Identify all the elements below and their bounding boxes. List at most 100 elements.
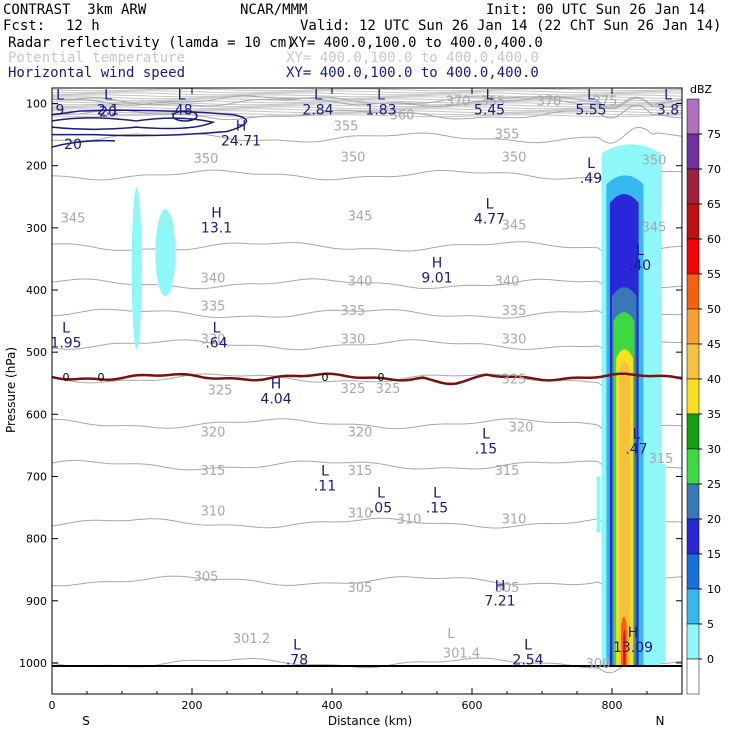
theta-contour-upper (52, 106, 682, 110)
colorbar-swatch (686, 133, 700, 170)
theta-label: 345 (502, 219, 527, 234)
wind-high-marker: H (432, 255, 443, 271)
y-tick-label: 500 (26, 346, 47, 359)
colorbar-label: 70 (707, 163, 721, 176)
colorbar-swatch (686, 553, 700, 590)
theta-label: 310 (201, 505, 226, 520)
y-tick-label: 100 (26, 98, 47, 111)
theta-label: 330 (201, 332, 226, 347)
colorbar-label: 15 (707, 548, 721, 561)
theta-contour-upper (52, 100, 682, 104)
colorbar-swatch (686, 168, 700, 205)
theta-label: 355 (495, 127, 520, 142)
theta-label: 310 (397, 513, 422, 528)
wind-contour-20 (52, 109, 247, 137)
theta-contour-line (52, 333, 682, 351)
theta-label: 345 (348, 209, 373, 224)
colorbar-label: 40 (707, 373, 721, 386)
wind-low-marker: L (482, 426, 490, 442)
theta-label: 330 (341, 332, 366, 347)
colorbar-label: 60 (707, 233, 721, 246)
field-xy-reflectivity: XY= 400.0,100.0 to 400.0,400.0 (290, 35, 543, 51)
wind-extremum-value: 4.04 (260, 392, 291, 408)
theta-label: 325 (208, 383, 233, 398)
colorbar: 0 5 10 15 20 25 30 35 40 45 50 55 60 65 70 75 (686, 98, 721, 695)
wind-extremum-value: .47 (625, 441, 647, 457)
colorbar-swatch (686, 658, 700, 695)
theta-contour-line (52, 571, 682, 587)
theta-label: 320 (348, 426, 373, 441)
theta-label: 350 (502, 150, 527, 165)
reflectivity-cell-edge (596, 476, 601, 533)
reflectivity-55dbz (623, 629, 626, 667)
model-title: CONTRAST 3km ARW (3, 2, 147, 18)
wind-extremum-value: 3.8 (657, 103, 679, 119)
wind-extremum-value: 9 (56, 103, 65, 119)
theta-label: 325 (341, 382, 366, 397)
axes: 0 200 400 600 800100200300400500600700800900… (19, 87, 683, 712)
wind-low-marker: L (377, 485, 385, 501)
field-name-reflectivity: Radar reflectivity (lamda = 10 cm) (8, 35, 295, 51)
theta-label: 330 (502, 332, 527, 347)
wind-extremum-value: .15 (426, 500, 448, 516)
y-tick-label: 200 (26, 160, 47, 173)
theta-contour-line (52, 104, 682, 121)
wind-low-marker: L (314, 88, 322, 104)
y-tick-label: 600 (26, 408, 47, 421)
reflectivity-cell-east (659, 464, 666, 663)
x-tick-label: 800 (602, 699, 623, 712)
reflectivity-40dbz (619, 361, 631, 667)
theta-contour-line (52, 278, 682, 290)
colorbar-swatch (686, 378, 700, 415)
wind-extremum-value: .05 (370, 500, 392, 516)
x-tick-label: 200 (182, 699, 203, 712)
wind-low-marker: L (524, 638, 532, 654)
theta-label: 340 (495, 275, 520, 290)
theta-contour-line (52, 95, 682, 110)
theta-label: 345 (642, 221, 667, 236)
wind-low-marker: L (62, 321, 70, 337)
theta-label: 350 (642, 153, 667, 168)
forecast-label: Fcst: (3, 18, 46, 34)
colorbar-swatch (686, 98, 700, 135)
colorbar-label: 50 (707, 303, 721, 316)
theta-label: L (447, 627, 455, 642)
wind-extremum-value: 9.01 (421, 270, 452, 286)
center-title: NCAR/MMM (240, 2, 308, 18)
theta-label: 335 (341, 304, 366, 319)
x-axis-label: Distance (km) (328, 714, 412, 728)
zero-line-path (52, 372, 682, 386)
wind-contour-core (172, 110, 198, 122)
theta-label: 310 (348, 507, 373, 522)
wind-extremum-value: 5.55 (575, 103, 606, 119)
wind-low-marker: L (486, 88, 494, 104)
x-end-label-south: S (82, 714, 90, 728)
colorbar-swatch (686, 343, 700, 380)
zero-line-label: 0 (322, 371, 329, 384)
theta-label: 335 (201, 300, 226, 315)
wind-extremum-value: .78 (286, 653, 308, 669)
theta-contour-upper (52, 96, 682, 100)
colorbar-label: 45 (707, 338, 721, 351)
theta-label: 300 (586, 657, 611, 672)
wind-low-marker: L (293, 638, 301, 654)
theta-label: 360 (390, 109, 415, 124)
theta-contour-line (52, 514, 682, 529)
colorbar-label: 30 (707, 443, 721, 456)
y-tick-label: 400 (26, 284, 47, 297)
theta-contour-upper (52, 90, 682, 94)
wind-contour-label: 20 (99, 105, 117, 121)
wind-extremum-value: 1.95 (50, 336, 81, 352)
theta-contour-upper (52, 88, 682, 92)
theta-label: 301.2 (233, 632, 270, 647)
field-name-theta: Potential temperature (8, 50, 186, 66)
theta-label: 340 (348, 275, 373, 290)
wind-extremum-value: 24.71 (221, 134, 261, 150)
colorbar-swatch (686, 483, 700, 520)
valid-time: Valid: 12 UTC Sun 26 Jan 14 (22 ChT Sun … (300, 18, 722, 34)
theta-label: 355 (334, 119, 359, 134)
wind-low-marker: L (633, 426, 641, 442)
theta-contour-line (52, 96, 682, 109)
wind-extremum-value: 13.1 (201, 221, 232, 237)
theta-contour-line (52, 241, 682, 256)
